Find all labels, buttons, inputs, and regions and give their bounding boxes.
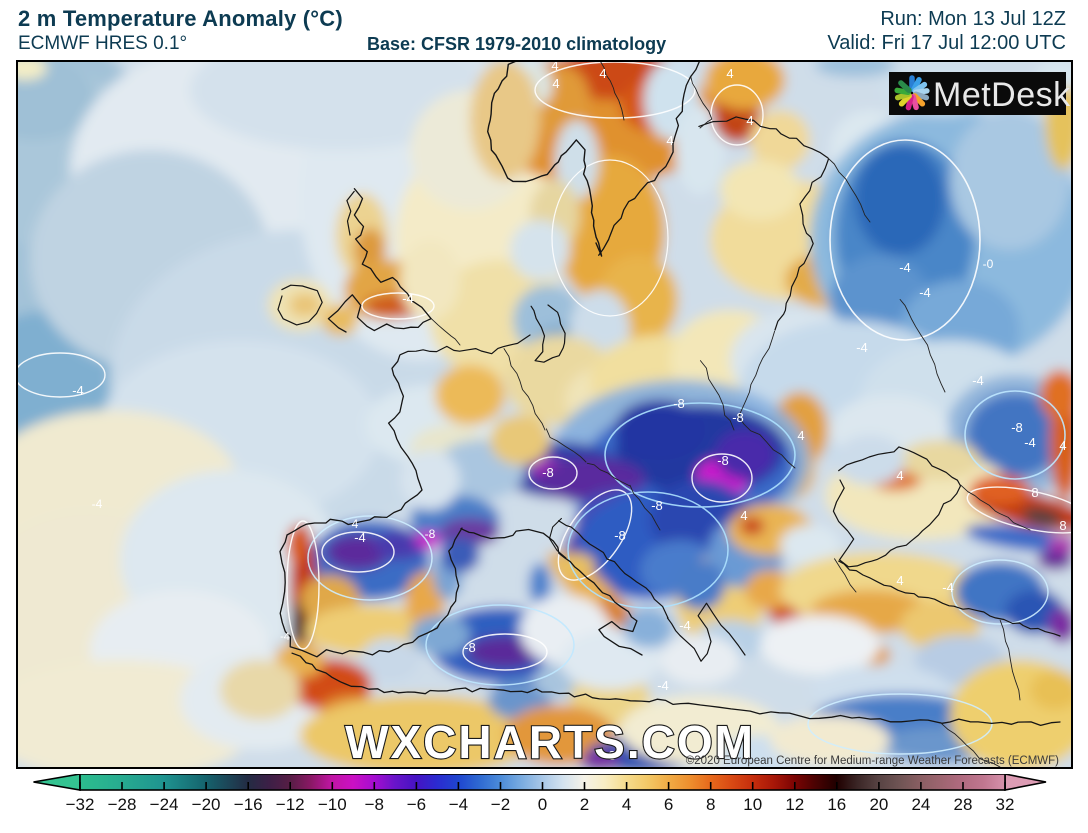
- svg-text:-8: -8: [651, 498, 663, 513]
- svg-text:−28: −28: [108, 795, 137, 814]
- svg-text:10: 10: [743, 795, 762, 814]
- svg-text:-8: -8: [732, 410, 744, 425]
- svg-text:4: 4: [797, 428, 804, 443]
- svg-text:-8: -8: [425, 527, 436, 541]
- svg-text:4: 4: [599, 66, 606, 81]
- svg-text:6: 6: [664, 795, 673, 814]
- svg-text:-0: -0: [983, 257, 994, 271]
- svg-text:4: 4: [622, 795, 631, 814]
- svg-text:-4: -4: [856, 340, 868, 355]
- svg-text:−4: −4: [449, 795, 468, 814]
- svg-text:−20: −20: [192, 795, 221, 814]
- svg-text:4: 4: [666, 133, 673, 148]
- svg-text:4: 4: [1059, 438, 1066, 453]
- svg-text:12: 12: [785, 795, 804, 814]
- svg-text:8: 8: [706, 795, 715, 814]
- svg-text:-4: -4: [1024, 435, 1036, 450]
- svg-text:−10: −10: [318, 795, 347, 814]
- svg-text:-4: -4: [280, 631, 290, 643]
- svg-text:2: 2: [580, 795, 589, 814]
- svg-text:−6: −6: [407, 795, 426, 814]
- svg-text:4: 4: [551, 61, 558, 73]
- svg-text:-4: -4: [679, 618, 691, 633]
- svg-text:4: 4: [726, 66, 733, 81]
- svg-text:-8: -8: [614, 528, 626, 543]
- svg-text:4: 4: [740, 508, 747, 523]
- svg-text:-8: -8: [604, 748, 616, 763]
- svg-text:4: 4: [896, 468, 903, 483]
- svg-text:8: 8: [1031, 485, 1038, 500]
- svg-text:4: 4: [896, 573, 903, 588]
- svg-text:32: 32: [996, 795, 1015, 814]
- svg-text:−8: −8: [365, 795, 384, 814]
- svg-text:©2020 European Centre for Medi: ©2020 European Centre for Medium-range W…: [686, 755, 1059, 767]
- svg-text:-4: -4: [72, 383, 84, 398]
- svg-text:-4: -4: [899, 260, 911, 275]
- svg-text:16: 16: [827, 795, 846, 814]
- svg-text:−16: −16: [234, 795, 263, 814]
- svg-text:8: 8: [1059, 518, 1066, 533]
- svg-text:−2: −2: [491, 795, 510, 814]
- svg-text:-8: -8: [1011, 420, 1023, 435]
- svg-text:-4: -4: [354, 530, 366, 545]
- svg-text:WXCHARTS.COM: WXCHARTS.COM: [345, 716, 755, 767]
- svg-text:-4: -4: [942, 580, 954, 595]
- svg-text:-8: -8: [464, 640, 476, 655]
- svg-text:-8: -8: [717, 453, 729, 468]
- svg-text:−32: −32: [66, 795, 95, 814]
- svg-text:4: 4: [352, 517, 359, 531]
- svg-text:-8: -8: [673, 396, 685, 411]
- svg-text:−12: −12: [276, 795, 305, 814]
- svg-text:-4: -4: [402, 291, 414, 306]
- svg-text:-4: -4: [92, 497, 103, 511]
- svg-text:0: 0: [538, 795, 547, 814]
- svg-text:20: 20: [869, 795, 888, 814]
- svg-text:24: 24: [911, 795, 930, 814]
- svg-text:-8: -8: [542, 465, 554, 480]
- svg-text:28: 28: [954, 795, 973, 814]
- svg-text:MetDesk: MetDesk: [933, 76, 1071, 114]
- svg-text:-4: -4: [919, 285, 931, 300]
- svg-text:-4: -4: [657, 678, 669, 693]
- svg-text:4: 4: [552, 76, 559, 91]
- svg-text:−24: −24: [150, 795, 179, 814]
- svg-text:4: 4: [746, 113, 753, 128]
- svg-text:-4: -4: [972, 373, 984, 388]
